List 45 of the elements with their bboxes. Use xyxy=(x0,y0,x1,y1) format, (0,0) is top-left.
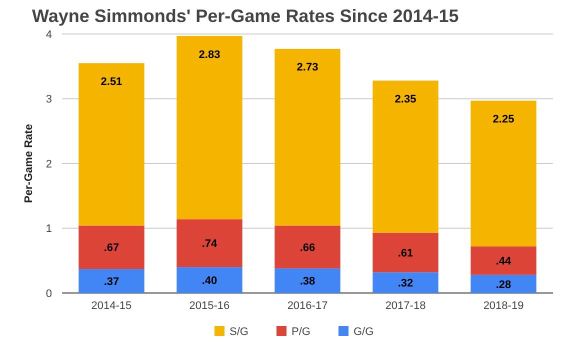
data-label: .74 xyxy=(202,238,218,250)
data-label: .66 xyxy=(300,242,316,254)
data-label: 2.25 xyxy=(492,114,514,126)
bar xyxy=(176,36,242,220)
bar xyxy=(274,226,340,268)
x-tick-label: 2014-15 xyxy=(91,300,132,312)
data-label: 2.35 xyxy=(394,93,416,106)
bar xyxy=(274,48,340,226)
bar xyxy=(176,219,242,268)
data-label: 2.83 xyxy=(198,48,220,61)
data-label: .28 xyxy=(496,278,512,291)
bar xyxy=(78,269,144,293)
legend-label: P/G xyxy=(292,326,310,338)
data-label: .67 xyxy=(104,242,120,254)
data-label: 2.51 xyxy=(100,76,122,88)
y-tick-label: 3 xyxy=(46,94,52,106)
x-tick-label: 2015-16 xyxy=(189,300,230,312)
chart-title: Wayne Simmonds' Per-Game Rates Since 2014-15 xyxy=(32,6,459,26)
bar xyxy=(176,267,242,293)
bar xyxy=(78,226,144,270)
bar xyxy=(470,100,536,246)
x-tick-label: 2017-18 xyxy=(385,300,426,312)
y-tick-label: 1 xyxy=(46,223,52,236)
x-tick-label: 2018-19 xyxy=(483,300,524,312)
legend-label: G/G xyxy=(354,326,374,338)
bar xyxy=(274,268,340,293)
legend-label: S/G xyxy=(230,326,248,338)
data-label: .44 xyxy=(496,255,512,268)
bar xyxy=(372,232,438,272)
bar xyxy=(372,80,438,233)
data-label: .61 xyxy=(398,247,414,260)
data-label: .32 xyxy=(398,277,414,290)
data-label: 2.73 xyxy=(296,62,318,74)
y-tick-label: 0 xyxy=(46,288,52,300)
data-label: .40 xyxy=(202,274,218,287)
y-tick-label: 2 xyxy=(46,158,52,170)
data-label: .37 xyxy=(104,276,120,288)
bar xyxy=(470,274,536,293)
y-tick-label: 4 xyxy=(46,28,52,41)
data-label: .38 xyxy=(300,276,316,288)
bar xyxy=(470,246,536,275)
bar xyxy=(78,63,144,226)
bar xyxy=(372,272,438,293)
x-tick-label: 2016-17 xyxy=(287,300,328,312)
y-axis-title: Per-Game Rate xyxy=(23,124,35,203)
